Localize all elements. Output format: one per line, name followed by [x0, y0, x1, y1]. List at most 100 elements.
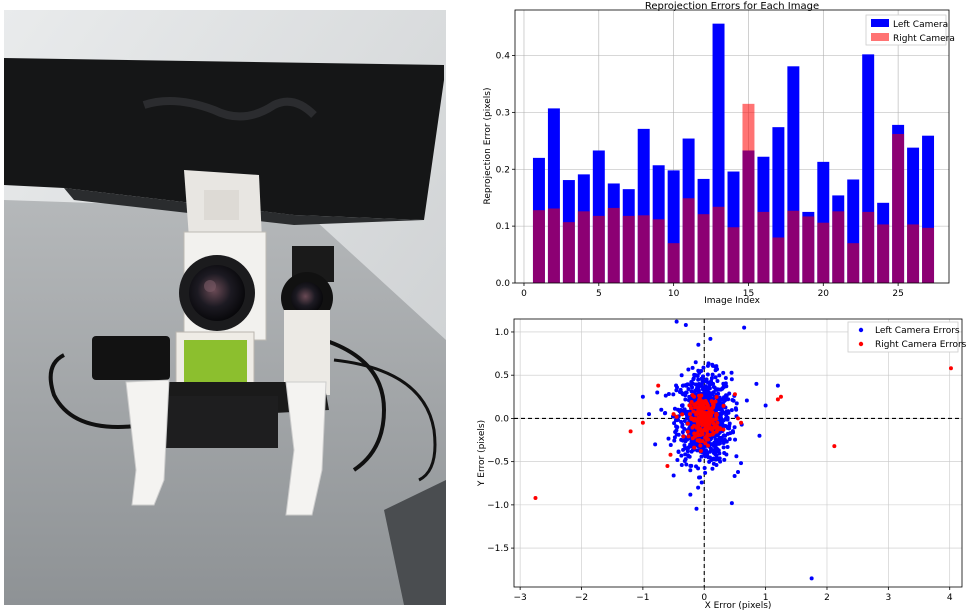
left-camera-point [676, 432, 681, 437]
left-camera-bar [922, 135, 935, 283]
left-camera-bar [667, 170, 680, 283]
right-camera-bar [802, 216, 815, 283]
bar-x-tick-label: 0 [521, 289, 527, 299]
left-camera-point [729, 408, 734, 413]
scatter-x-tick-label: −2 [575, 593, 588, 603]
left-camera-point [712, 448, 717, 453]
left-camera-point [671, 473, 676, 478]
bar-y-tick-label: 0.2 [496, 165, 510, 175]
scatter-chart-grid [514, 319, 962, 587]
left-camera-point [689, 389, 694, 394]
left-camera-point [727, 437, 732, 442]
left-camera-point [684, 413, 689, 418]
left-camera-point [691, 377, 696, 382]
scatter-legend-marker-left [858, 327, 864, 333]
left-camera-point [763, 403, 768, 408]
left-camera-point [680, 430, 685, 435]
left-camera-point [683, 323, 688, 328]
right-camera-bar [637, 215, 650, 283]
left-camera-point [729, 370, 734, 375]
left-camera-bar [862, 54, 875, 283]
left-camera-point [713, 375, 718, 380]
bar-y-tick-label: 0.4 [496, 52, 511, 62]
left-camera-point [674, 424, 679, 429]
left-camera-point [706, 361, 711, 366]
left-camera-point [674, 383, 679, 388]
right-camera-point [714, 424, 719, 429]
right-camera-point [695, 438, 700, 443]
left-camera-point [686, 386, 691, 391]
left-camera-point [714, 463, 719, 468]
right-camera-bar [817, 222, 830, 283]
right-camera-point [715, 420, 720, 425]
right-camera-point [714, 395, 719, 400]
left-camera-point [684, 462, 689, 467]
left-camera-point [653, 442, 658, 447]
left-camera-point [717, 435, 722, 440]
left-camera-point [722, 457, 727, 462]
left-camera-point [682, 407, 687, 412]
left-camera-point [715, 378, 720, 383]
left-camera-point [754, 381, 759, 386]
right-camera-point [721, 427, 726, 432]
left-camera-point [696, 342, 701, 347]
right-camera-bar [892, 133, 905, 283]
scatter-chart-points [514, 319, 962, 587]
left-camera-point [680, 403, 685, 408]
left-camera-point [707, 455, 712, 460]
right-camera-point [778, 394, 783, 399]
scatter-chart-ticks: −3 −2 −1 0 1 2 3 4 1.0 0.5 0.0 −0.5 −1.0 −1.5 [487, 328, 953, 603]
right-camera-point [714, 416, 719, 421]
left-camera-point [809, 576, 814, 581]
left-camera-point [703, 470, 708, 475]
left-camera-point [744, 398, 749, 403]
scatter-chart-legend: Left Camera Errors Right Camera Errors [847, 321, 967, 353]
right-camera-bar [907, 224, 920, 283]
right-camera-point [702, 410, 707, 415]
left-camera-point [722, 450, 727, 455]
left-camera-point [721, 440, 726, 445]
right-camera-point [689, 400, 694, 405]
left-camera-point [675, 457, 680, 462]
left-camera-point [679, 373, 684, 378]
left-camera-point [699, 480, 704, 485]
left-camera-point [729, 501, 734, 506]
left-camera-point [720, 420, 725, 425]
left-camera-point [679, 437, 684, 442]
right-camera-point [703, 414, 708, 419]
left-camera-point [703, 386, 708, 391]
left-camera-point [711, 457, 716, 462]
bar-y-tick-label: 0.1 [496, 222, 510, 232]
right-camera-point [692, 402, 697, 407]
right-camera-point [692, 434, 697, 439]
right-camera-bar [742, 103, 755, 283]
right-camera-point [948, 366, 953, 371]
left-camera-point [705, 393, 710, 398]
left-camera-point [689, 463, 694, 468]
right-camera-point [697, 396, 702, 401]
left-camera-point [715, 447, 720, 452]
scatter-legend-marker-right [858, 341, 864, 347]
left-camera-bar [907, 147, 920, 283]
right-camera-point [703, 441, 708, 446]
left-camera-point [707, 386, 712, 391]
bar-chart-title: Reprojection Errors for Each Image [645, 1, 819, 12]
right-camera-bar [847, 243, 860, 283]
right-camera-bar [697, 214, 710, 283]
right-camera-point [710, 400, 715, 405]
left-camera-point [720, 397, 725, 402]
right-camera-point [775, 397, 780, 402]
right-camera-bar [532, 210, 545, 283]
right-camera-point [711, 405, 716, 410]
right-camera-point [656, 383, 661, 388]
right-camera-point [681, 434, 686, 439]
left-camera-bar [787, 66, 800, 284]
right-camera-bar [682, 198, 695, 283]
right-camera-point [695, 401, 700, 406]
right-camera-point [628, 429, 633, 434]
right-camera-point [695, 405, 700, 410]
right-camera-bar [862, 211, 875, 283]
bar-x-tick-label: 5 [596, 289, 602, 299]
right-camera-point [714, 411, 719, 416]
left-camera-point [668, 443, 673, 448]
